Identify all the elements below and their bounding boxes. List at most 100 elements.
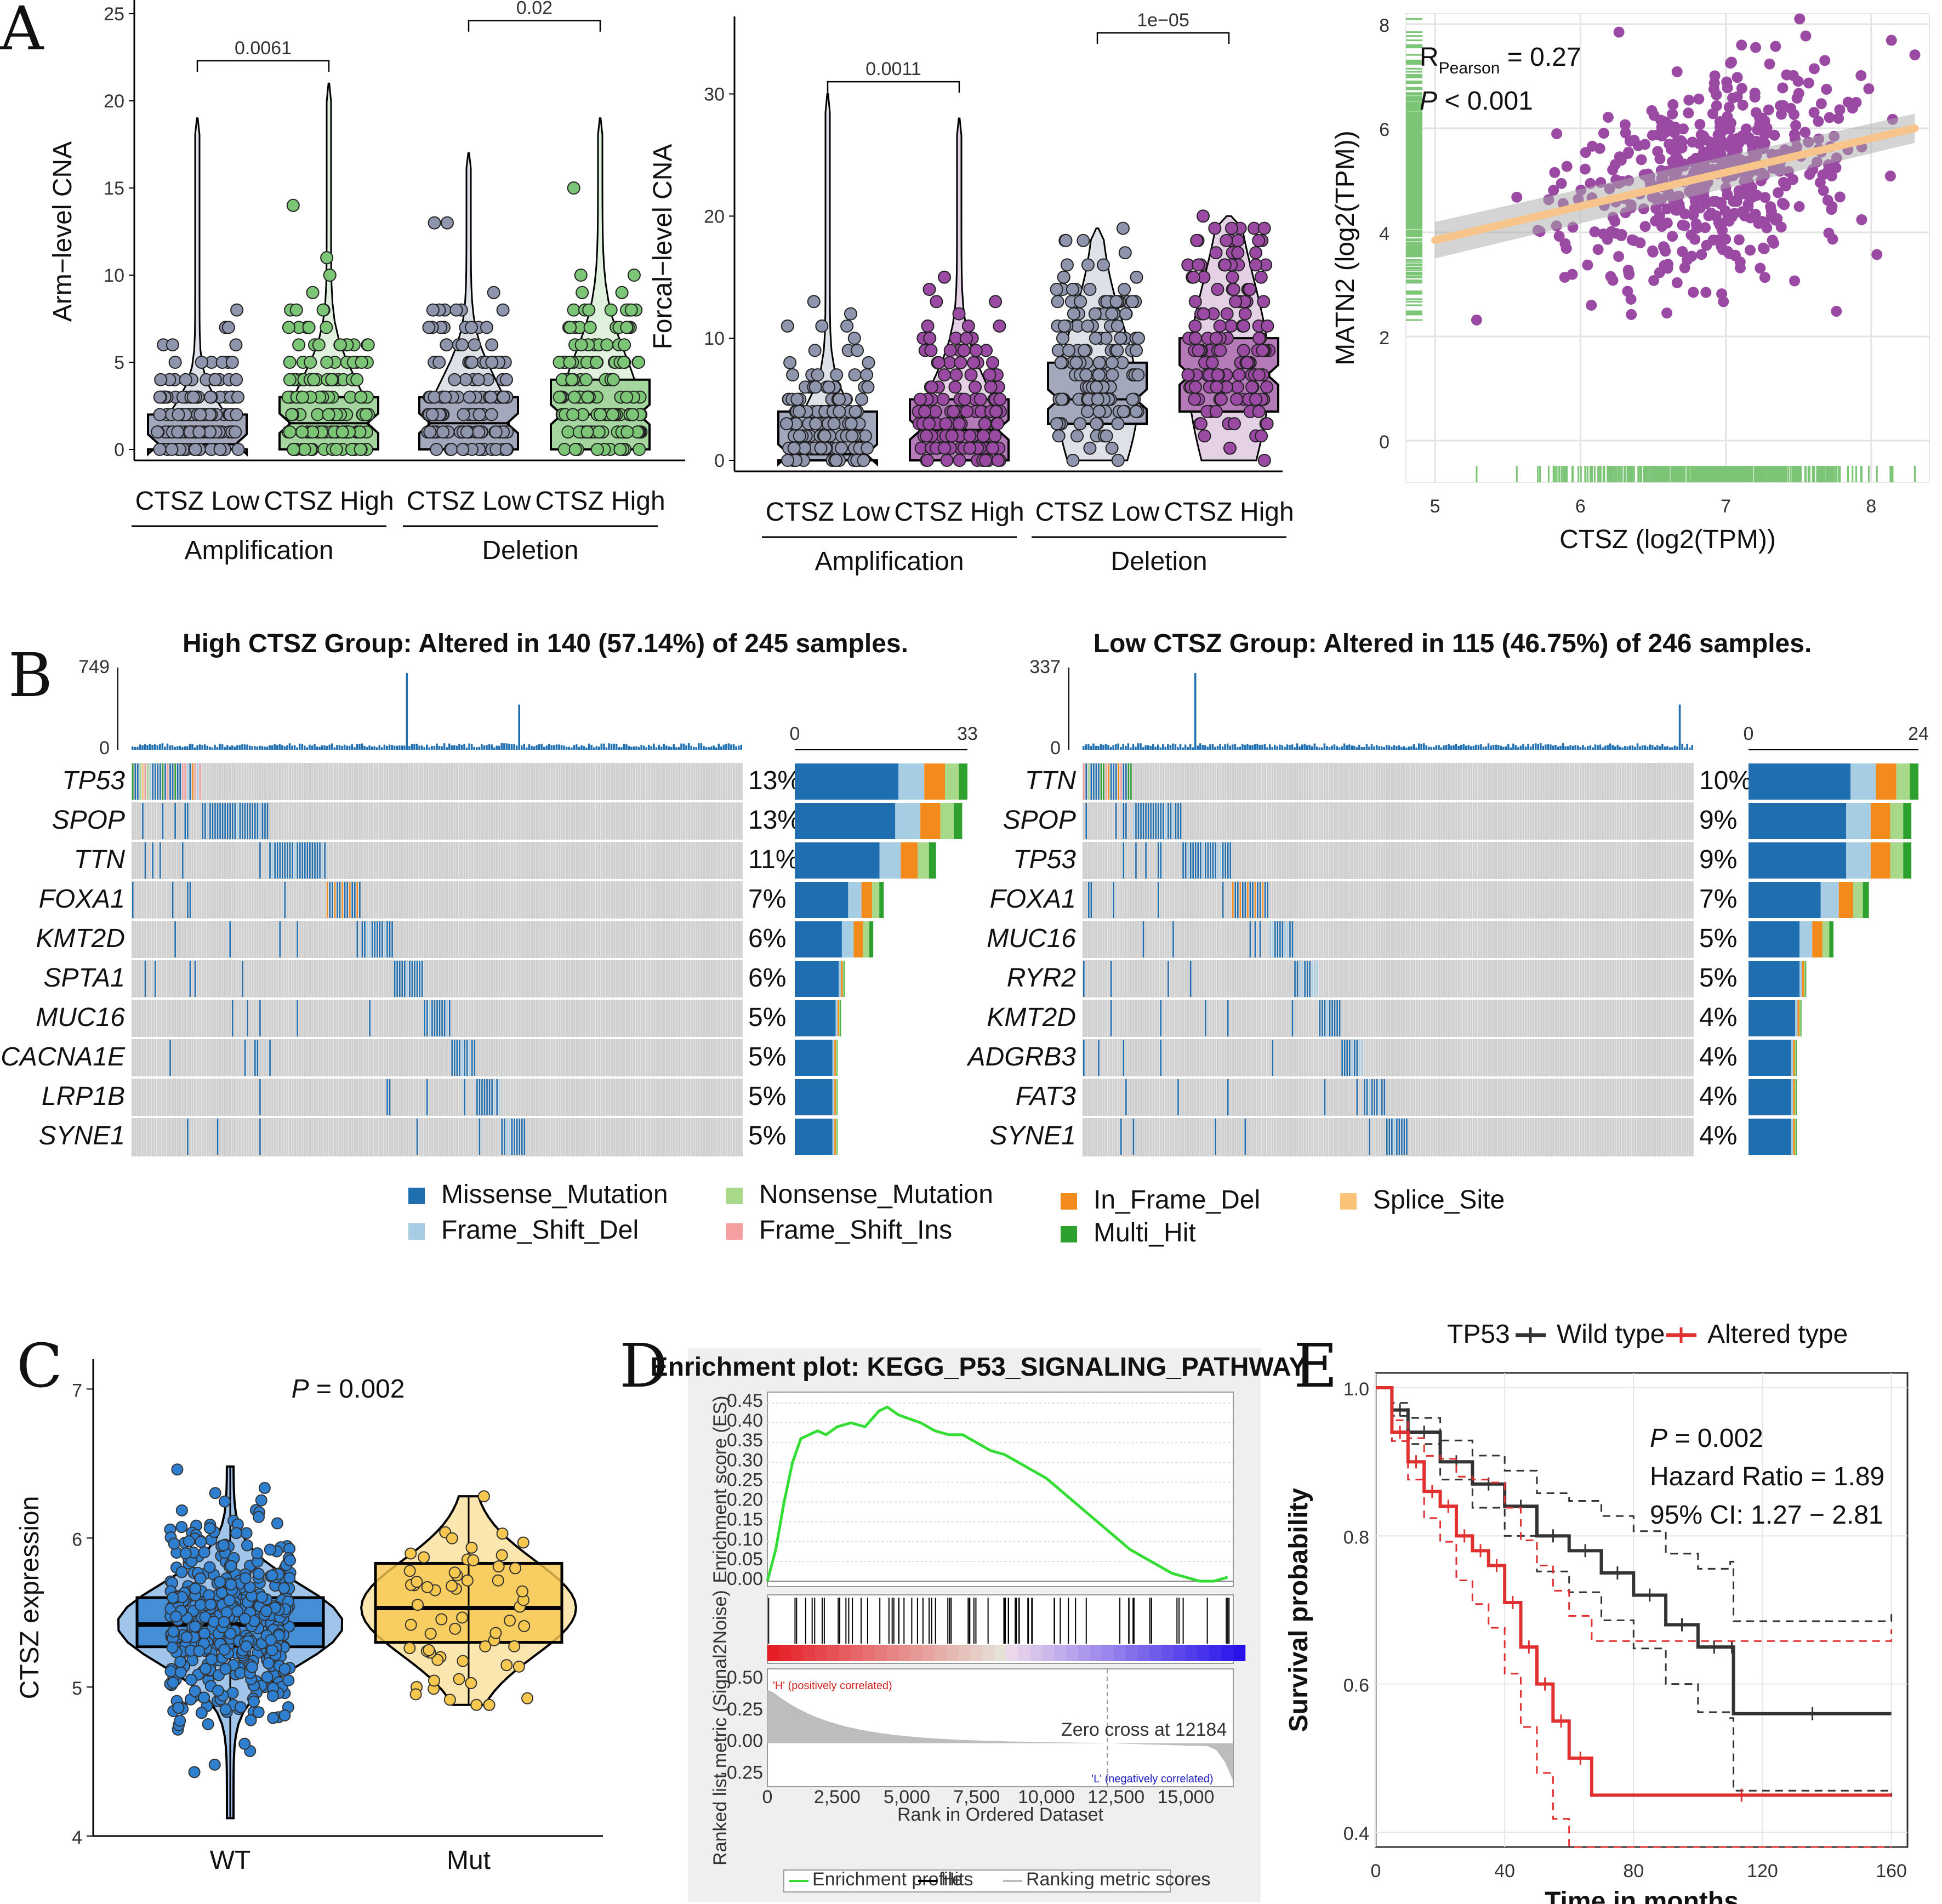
y-tick-label: 1.0	[1343, 1379, 1369, 1400]
tmb-bar	[1422, 743, 1425, 750]
data-point	[241, 1539, 253, 1552]
mutation-cell	[1227, 1079, 1229, 1115]
tmb-bar	[1189, 744, 1192, 750]
tmb-bar	[625, 744, 628, 750]
data-point	[967, 356, 981, 369]
side-bar	[1795, 1119, 1796, 1155]
data-point	[1656, 221, 1667, 232]
data-point	[251, 1547, 264, 1560]
mutation-cell	[174, 803, 176, 839]
tmb-bar	[1127, 743, 1130, 750]
data-point	[479, 1640, 492, 1652]
data-point	[1585, 178, 1596, 189]
data-point	[1220, 307, 1234, 321]
mutation-cell	[1202, 842, 1204, 879]
data-point	[1057, 270, 1070, 284]
tmb-bar	[176, 746, 179, 750]
tmb-bar	[271, 745, 274, 750]
tmb-bar	[351, 744, 354, 750]
mutation-cell	[1123, 803, 1125, 839]
data-point	[989, 295, 1003, 309]
mutation-cell	[1331, 1000, 1333, 1036]
side-bar	[1812, 921, 1823, 957]
tmb-bar	[1510, 747, 1512, 750]
data-point	[213, 443, 227, 456]
mutation-cell	[224, 803, 226, 839]
mutation-cell	[1296, 961, 1299, 997]
mutation-cell	[1329, 1000, 1331, 1036]
mutation-cell	[386, 921, 388, 957]
mutation-cell	[189, 961, 191, 997]
mutation-cell	[1157, 882, 1159, 918]
x-tick-label: 0	[762, 1787, 773, 1808]
data-point	[153, 443, 167, 456]
mutation-cell	[137, 763, 139, 800]
data-point	[969, 380, 982, 394]
mutation-cell	[394, 961, 396, 997]
tmb-bar	[361, 743, 363, 750]
color-ramp-seg	[815, 1645, 828, 1661]
data-point	[292, 338, 306, 352]
side-bar	[853, 921, 863, 957]
data-point	[167, 1625, 180, 1638]
tmb-bar	[1453, 745, 1455, 750]
gene-percent: 13%	[748, 806, 801, 835]
x-tick-label: 12,500	[1087, 1787, 1144, 1808]
es-tick-label: 0.45	[727, 1390, 763, 1411]
tmb-bar	[278, 744, 281, 750]
mutation-cell	[483, 1079, 486, 1115]
data-point	[1826, 201, 1838, 212]
data-point	[1712, 234, 1723, 246]
data-point	[1210, 380, 1223, 394]
tmb-bar	[391, 744, 393, 750]
tmb-bar	[1495, 744, 1497, 750]
tmb-bar	[1204, 745, 1206, 750]
tmb-bar	[1614, 746, 1616, 750]
legend-swatch	[726, 1223, 743, 1240]
tmb-bar	[1646, 746, 1649, 750]
mutation-cell	[167, 763, 169, 800]
mutation-cell	[1090, 882, 1092, 918]
data-point	[304, 356, 317, 369]
tmb-bar	[333, 747, 336, 750]
data-point	[1257, 221, 1271, 235]
data-point	[198, 1691, 210, 1704]
mutation-cell	[411, 961, 413, 997]
data-point	[567, 181, 580, 195]
tmb-bar	[446, 747, 448, 750]
mutation-cell	[182, 842, 184, 879]
tmb-bar	[637, 746, 640, 750]
x-axis-label: CTSZ (log2(TPM))	[1559, 525, 1776, 554]
legend-label: Ranking metric scores	[1026, 1869, 1210, 1890]
mutation-cell	[134, 763, 136, 800]
tmb-bar	[645, 747, 648, 750]
data-point	[323, 269, 337, 282]
tmb-bar	[1306, 745, 1308, 750]
data-point	[1257, 295, 1271, 309]
y-axis-label: Forcal−level CNA	[648, 144, 677, 350]
tmb-bar	[1445, 745, 1448, 750]
mutation-cell	[1244, 882, 1246, 918]
tmb-bar	[463, 744, 465, 750]
side-bar	[832, 1040, 835, 1076]
data-point	[234, 1701, 247, 1713]
tmb-bar	[1119, 746, 1122, 750]
data-point	[618, 338, 631, 352]
data-point	[423, 1644, 435, 1656]
data-point	[1129, 404, 1143, 418]
mutation-cell	[504, 1119, 505, 1155]
data-point	[1205, 356, 1219, 369]
group-label: Amplification	[184, 536, 333, 565]
data-point	[790, 392, 804, 406]
mutation-cell	[441, 1000, 443, 1036]
tmb-bar	[356, 744, 358, 750]
color-ramp-seg	[803, 1645, 816, 1661]
mutation-cell	[247, 1000, 248, 1036]
tmb-bar	[403, 745, 406, 750]
tmb-bar	[675, 747, 677, 750]
data-point	[453, 1673, 465, 1685]
tmb-bar	[1336, 746, 1338, 750]
y-axis-label: Arm−level CNA	[48, 141, 77, 322]
mutation-cell	[443, 1000, 446, 1036]
side-bar	[940, 803, 954, 839]
